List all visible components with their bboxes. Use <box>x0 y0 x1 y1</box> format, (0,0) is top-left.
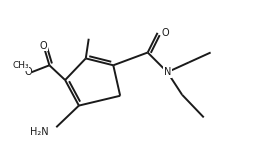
Text: CH₃: CH₃ <box>12 61 29 70</box>
Text: N: N <box>164 67 171 77</box>
Text: O: O <box>24 67 32 77</box>
Text: O: O <box>40 41 47 51</box>
Text: H₂N: H₂N <box>30 127 48 137</box>
Text: O: O <box>162 28 169 38</box>
